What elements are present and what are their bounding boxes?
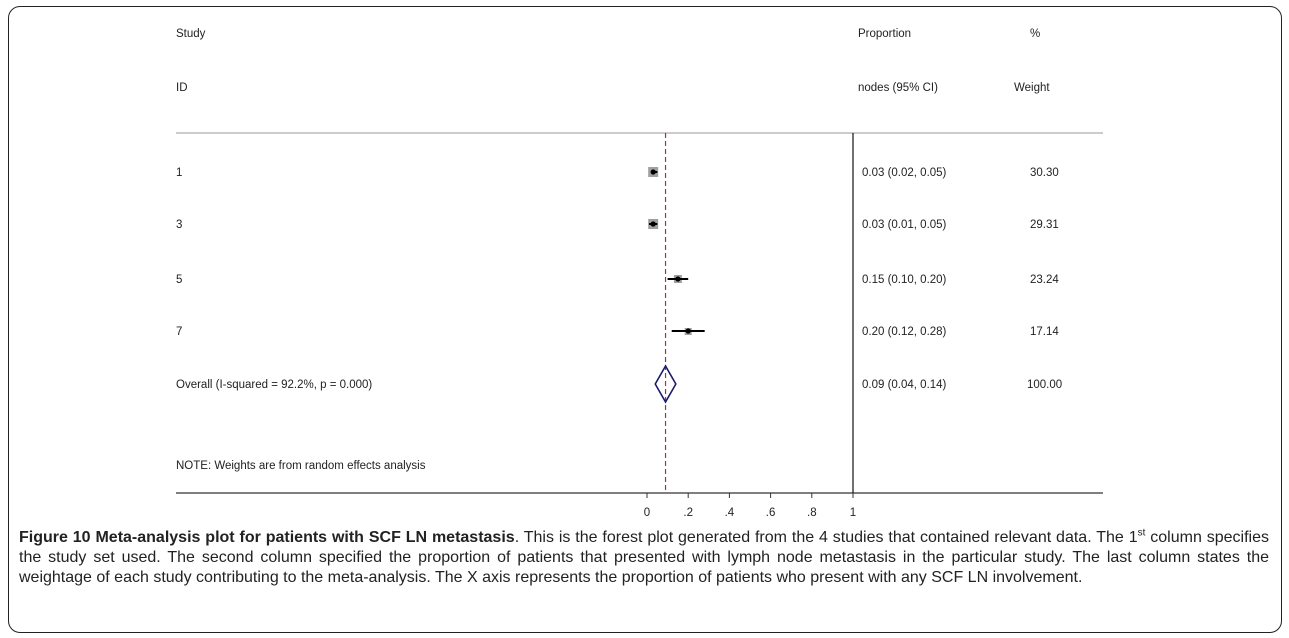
header-nodes-ci: nodes (95% CI) [858,82,938,94]
study-row-1: 1 0.03 (0.02, 0.05) 30.30 [176,167,1059,179]
overall-diamond [654,364,677,404]
study-estimate-3: 0.03 (0.01, 0.05) [862,219,947,231]
forest-plot: Study ID Proportion nodes (95% CI) % Wei… [176,28,1103,519]
caption-superscript: st [1137,527,1146,539]
x-tick-label: 0 [644,507,650,519]
study-estimate-7: 0.20 (0.12, 0.28) [862,326,947,338]
study-point-1 [650,169,656,175]
study-row-3: 3 0.03 (0.01, 0.05) 29.31 [176,219,1059,231]
study-row-7: 7 0.20 (0.12, 0.28) 17.14 [176,326,1059,338]
figure-frame [8,6,1282,633]
header-study: Study [176,28,206,40]
header-id: ID [176,82,188,94]
study-weight-3: 29.31 [1030,219,1059,231]
header-percent: % [1030,28,1040,40]
study-weight-5: 23.24 [1030,274,1059,286]
study-id-3: 3 [176,219,182,231]
caption-text-b: column specifies the study set used. The… [19,529,1270,586]
figure-caption: Figure 10 Meta-analysis plot for patient… [19,528,1269,588]
x-tick-label: .8 [807,507,817,519]
x-axis-ticks: 0 .2 .4 .6 .8 1 [644,493,856,519]
caption-text-a: . This is the forest plot generated from… [514,529,1138,546]
header-proportion: Proportion [858,28,911,40]
study-weight-7: 17.14 [1030,326,1059,338]
random-effects-note: NOTE: Weights are from random effects an… [176,460,426,472]
study-id-5: 5 [176,274,182,286]
study-estimate-5: 0.15 (0.10, 0.20) [862,274,947,286]
study-point-5 [675,276,681,282]
x-tick-label: .4 [725,507,735,519]
overall-label: Overall (I-squared = 92.2%, p = 0.000) [176,379,372,391]
study-id-7: 7 [176,326,182,338]
study-id-1: 1 [176,167,182,179]
overall-estimate: 0.09 (0.04, 0.14) [862,379,947,391]
header-weight: Weight [1014,82,1050,94]
study-estimate-1: 0.03 (0.02, 0.05) [862,167,947,179]
study-row-5: 5 0.15 (0.10, 0.20) 23.24 [176,274,1059,286]
x-tick-label: .6 [766,507,776,519]
study-point-7 [685,328,691,334]
x-tick-label: .2 [683,507,693,519]
x-tick-label: 1 [850,507,856,519]
overall-weight: 100.00 [1027,379,1062,391]
caption-title: Figure 10 Meta-analysis plot for patient… [19,529,515,546]
study-weight-1: 30.30 [1030,167,1059,179]
overall-row: Overall (I-squared = 92.2%, p = 0.000) 0… [176,364,1062,404]
study-point-3 [650,221,656,227]
